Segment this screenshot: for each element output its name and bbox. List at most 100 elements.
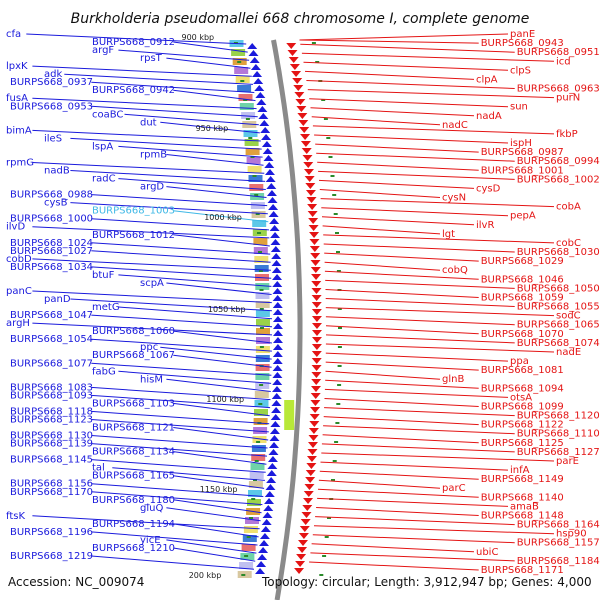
gene-label-left[interactable]: rpmB xyxy=(140,150,167,161)
gene-label-left[interactable]: BURPS668_0912 xyxy=(92,37,175,48)
gene-label-right[interactable]: panE xyxy=(510,29,535,40)
gene-label-right[interactable]: BURPS668_1094 xyxy=(481,383,564,394)
gene-label-left[interactable]: BURPS668_1156 xyxy=(10,479,93,490)
gene-label-left[interactable]: BURPS668_1134 xyxy=(92,447,175,458)
gene-label-right[interactable]: BURPS668_1065 xyxy=(517,320,600,331)
gene-label-left[interactable]: BURPS668_1103 xyxy=(92,398,175,409)
gene-label-right[interactable]: BURPS668_1120 xyxy=(517,411,600,422)
gene-label-right[interactable]: lgt xyxy=(442,229,455,240)
gene-label-left[interactable]: BURPS668_1034 xyxy=(10,262,93,273)
gene-label-left[interactable]: BURPS668_1077 xyxy=(10,358,93,369)
gene-label-left[interactable]: BURPS668_1083 xyxy=(10,382,93,393)
gene-label-left[interactable]: panC xyxy=(6,286,32,297)
gene-label-left[interactable]: BURPS668_1196 xyxy=(10,527,93,538)
gene-label-left[interactable]: rpmG xyxy=(6,158,34,169)
gene-label-left[interactable]: argD xyxy=(140,182,164,193)
gene-label-right[interactable]: parE xyxy=(556,456,579,467)
gene-label-left[interactable]: BURPS668_1210 xyxy=(92,543,175,554)
gene-label-left[interactable]: lpxK xyxy=(6,61,28,72)
gene-label-left[interactable]: BURPS668_1139 xyxy=(10,439,93,450)
gene-label-right[interactable]: BURPS668_0951 xyxy=(517,47,600,58)
gene-label-right[interactable]: BURPS668_0987 xyxy=(481,147,564,158)
gene-label-right[interactable]: BURPS668_1171 xyxy=(481,565,564,576)
gene-label-left[interactable]: BURPS668_1118 xyxy=(10,406,93,417)
gene-label-left[interactable]: metG xyxy=(92,302,120,313)
gene-label-right[interactable]: BURPS668_1070 xyxy=(481,329,564,340)
gene-label-left[interactable]: BURPS668_1121 xyxy=(92,423,175,434)
gene-label-right[interactable]: BURPS668_1050 xyxy=(517,283,600,294)
gene-label-right[interactable]: nadC xyxy=(442,120,468,131)
gene-label-left[interactable]: BURPS668_1067 xyxy=(92,350,175,361)
gene-label-right[interactable]: BURPS668_1148 xyxy=(481,511,564,522)
gene-label-left[interactable]: argH xyxy=(6,318,30,329)
gene-label-left[interactable]: BURPS668_1145 xyxy=(10,455,93,466)
gene-label-right[interactable]: BURPS668_1122 xyxy=(481,420,564,431)
gene-label-right[interactable]: glnB xyxy=(442,374,464,385)
gene-label-right[interactable]: BURPS668_1001 xyxy=(481,165,564,176)
gene-label-right[interactable]: cobC xyxy=(556,238,581,249)
gene-label-left[interactable]: ppc xyxy=(140,342,158,353)
gene-label-left[interactable]: BURPS668_0953 xyxy=(10,101,93,112)
gene-label-right[interactable]: BURPS668_1046 xyxy=(481,274,564,285)
gene-label-left[interactable]: yicE xyxy=(140,535,161,546)
gene-label-right[interactable]: pepA xyxy=(510,211,536,222)
gene-label-right[interactable]: infA xyxy=(510,465,530,476)
gene-label-left[interactable]: BURPS668_1024 xyxy=(10,238,93,249)
gene-label-left[interactable]: radC xyxy=(92,174,116,185)
gene-label-right[interactable]: clpA xyxy=(476,74,498,85)
gene-label-left[interactable]: fabG xyxy=(92,366,116,377)
gene-label-right[interactable]: parC xyxy=(442,483,466,494)
gene-label-left[interactable]: argF xyxy=(92,45,114,56)
gene-label-right[interactable]: BURPS668_1002 xyxy=(517,174,600,185)
gene-label-right[interactable]: BURPS668_1055 xyxy=(517,302,600,313)
gene-label-right[interactable]: BURPS668_0943 xyxy=(481,38,564,49)
gene-label-left[interactable]: BURPS668_1003 xyxy=(92,206,175,217)
gene-label-left[interactable]: bimA xyxy=(6,125,32,136)
gene-label-right[interactable]: BURPS668_1149 xyxy=(481,474,564,485)
gene-label-left[interactable]: BURPS668_1130 xyxy=(10,431,93,442)
gene-label-right[interactable]: BURPS668_1125 xyxy=(481,438,564,449)
gene-label-right[interactable]: BURPS668_0994 xyxy=(517,156,600,167)
gene-label-left[interactable]: cysB xyxy=(44,198,68,209)
gene-label-right[interactable]: BURPS668_1127 xyxy=(517,447,600,458)
gene-label-left[interactable]: BURPS668_1047 xyxy=(10,310,93,321)
gene-label-left[interactable]: BURPS668_1093 xyxy=(10,390,93,401)
gene-label-left[interactable]: nadB xyxy=(44,166,70,177)
gene-label-left[interactable]: BURPS668_1123 xyxy=(10,415,93,426)
gene-label-left[interactable]: BURPS668_1180 xyxy=(92,495,175,506)
gene-label-left[interactable]: BURPS668_1012 xyxy=(92,230,175,241)
gene-label-right[interactable]: BURPS668_1099 xyxy=(481,402,564,413)
gene-label-right[interactable]: BURPS668_1110 xyxy=(517,429,600,440)
gene-label-left[interactable]: BURPS668_0942 xyxy=(92,85,175,96)
gene-label-left[interactable]: lspA xyxy=(92,141,113,152)
gene-label-left[interactable]: BURPS668_1165 xyxy=(92,471,175,482)
gene-label-left[interactable]: BURPS668_1000 xyxy=(10,214,93,225)
gene-label-right[interactable]: nadE xyxy=(556,347,581,358)
gene-label-left[interactable]: BURPS668_1170 xyxy=(10,487,93,498)
gene-label-right[interactable]: BURPS668_1140 xyxy=(481,492,564,503)
gene-label-right[interactable]: ispH xyxy=(510,138,532,149)
gene-label-right[interactable]: BURPS668_1074 xyxy=(517,338,600,349)
gene-label-right[interactable]: hsp90 xyxy=(556,529,587,540)
gene-label-right[interactable]: BURPS668_1029 xyxy=(481,256,564,267)
gene-label-left[interactable]: coaBC xyxy=(92,109,123,120)
gene-label-right[interactable]: sodC xyxy=(556,311,581,322)
gene-label-right[interactable]: fkbP xyxy=(556,129,578,140)
gene-label-left[interactable]: cfa xyxy=(6,29,21,40)
gene-label-left[interactable]: ilvD xyxy=(6,222,25,233)
gene-label-right[interactable]: ilvR xyxy=(476,220,494,231)
gene-label-right[interactable]: cobA xyxy=(556,202,581,213)
gene-label-right[interactable]: ppa xyxy=(510,356,529,367)
gene-label-left[interactable]: BURPS668_1027 xyxy=(10,246,93,257)
gene-label-left[interactable]: BURPS668_0988 xyxy=(10,190,93,201)
gene-label-right[interactable]: cysN xyxy=(442,193,466,204)
gene-label-right[interactable]: BURPS668_1157 xyxy=(517,538,600,549)
gene-label-left[interactable]: cobD xyxy=(6,254,32,265)
gene-label-right[interactable]: BURPS668_1184 xyxy=(517,556,600,567)
gene-label-left[interactable]: scpA xyxy=(140,278,164,289)
gene-label-left[interactable]: fusA xyxy=(6,93,28,104)
gene-label-left[interactable]: dut xyxy=(140,117,157,128)
gene-label-right[interactable]: icd xyxy=(556,56,571,67)
gene-label-right[interactable]: ubiC xyxy=(476,547,498,558)
gene-label-right[interactable]: nadA xyxy=(476,111,502,122)
